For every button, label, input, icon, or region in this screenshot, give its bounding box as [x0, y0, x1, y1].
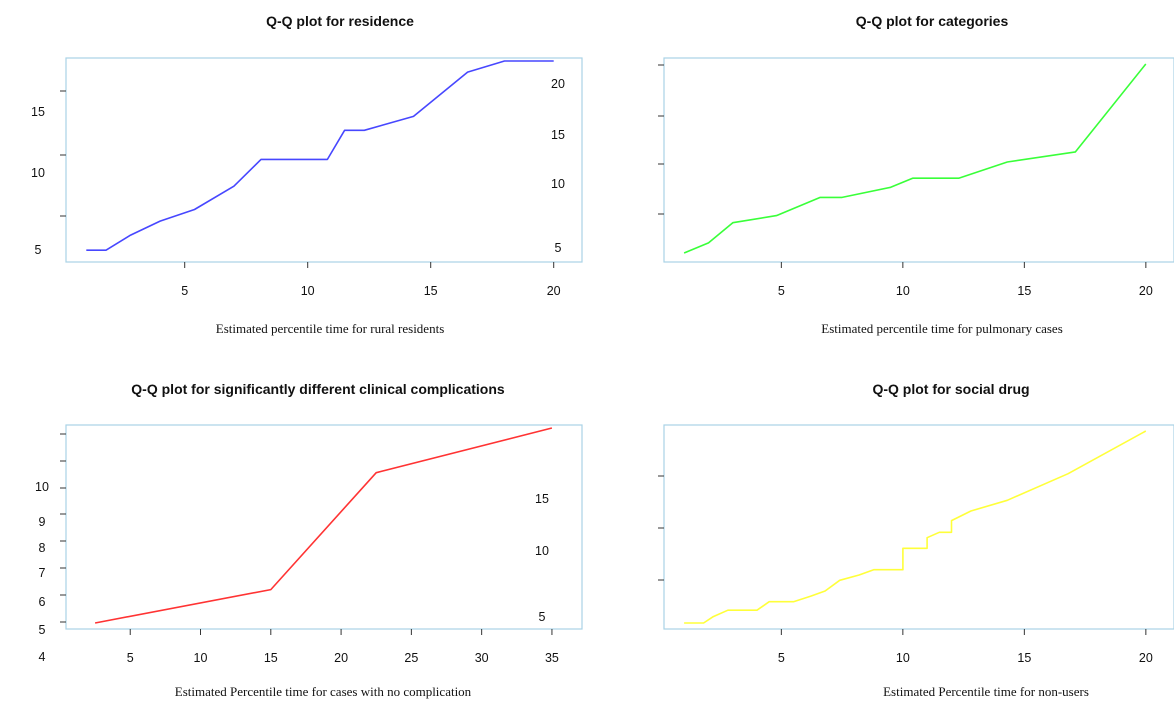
plot-frame: [65, 57, 583, 263]
right-axis-label: 10: [535, 544, 549, 558]
x-tick-label: 20: [547, 284, 561, 298]
left-axis-label: 4: [39, 650, 46, 664]
qq-series-line: [86, 60, 554, 251]
x-tick-label: 10: [896, 284, 910, 298]
qq-series-line: [683, 63, 1147, 254]
x-tick-label: 15: [1017, 651, 1031, 665]
x-tick-label: 20: [334, 651, 348, 665]
left-axis-label: 10: [31, 166, 45, 180]
plot-panel-4: Q-Q plot for social drug 5 10 15 20 Estimated…: [658, 381, 1174, 699]
right-axis-label: 15: [551, 128, 565, 142]
plot-title: Q-Q plot for significantly different cli…: [131, 381, 505, 397]
left-axis-label: 9: [39, 515, 46, 529]
x-tick-label: 10: [301, 284, 315, 298]
left-axis-label: 5: [35, 243, 42, 257]
left-axis-label: 8: [39, 541, 46, 555]
plot-panel-1: Q-Q plot for residence 5 10 15 20 15 10 5 20 15 10…: [31, 13, 583, 336]
qq-series-line: [94, 427, 553, 624]
x-tick-label: 15: [264, 651, 278, 665]
x-tick-label: 30: [475, 651, 489, 665]
x-axis-title: Estimated Percentile time for non-users: [883, 684, 1089, 699]
x-tick-label: 20: [1139, 651, 1153, 665]
left-axis-label: 6: [39, 595, 46, 609]
right-axis-label: 15: [535, 492, 549, 506]
x-tick-label: 10: [896, 651, 910, 665]
left-axis-label: 10: [35, 480, 49, 494]
left-axis-label: 7: [39, 566, 46, 580]
right-axis-label: 10: [551, 177, 565, 191]
x-tick-label: 25: [404, 651, 418, 665]
right-axis-label: 5: [539, 610, 546, 624]
plot-frame: [65, 424, 583, 630]
plot-frame: [663, 57, 1174, 263]
x-axis-title: Estimated percentile time for pulmonary …: [821, 321, 1063, 336]
left-axis-label: 5: [39, 623, 46, 637]
x-tick-label: 20: [1139, 284, 1153, 298]
plot-frame: [663, 424, 1174, 630]
x-tick-label: 10: [194, 651, 208, 665]
plot-title: Q-Q plot for categories: [856, 13, 1009, 29]
right-axis-label: 5: [555, 241, 562, 255]
x-tick-label: 5: [181, 284, 188, 298]
plot-panel-3: Q-Q plot for significantly different cli…: [35, 381, 583, 699]
x-tick-label: 15: [1017, 284, 1031, 298]
plot-title: Q-Q plot for residence: [266, 13, 414, 29]
left-axis-label: 15: [31, 105, 45, 119]
plot-title: Q-Q plot for social drug: [872, 381, 1029, 397]
x-tick-label: 35: [545, 651, 559, 665]
x-tick-label: 15: [424, 284, 438, 298]
x-tick-label: 5: [778, 284, 785, 298]
x-axis-title: Estimated Percentile time for cases with…: [175, 684, 472, 699]
right-axis-label: 20: [551, 77, 565, 91]
qq-series-line: [684, 430, 1147, 624]
x-axis-title: Estimated percentile time for rural resi…: [216, 321, 445, 336]
x-tick-label: 5: [778, 651, 785, 665]
plot-panel-2: Q-Q plot for categories 5 10 15 20 Estimated …: [658, 13, 1174, 336]
x-tick-label: 5: [127, 651, 134, 665]
